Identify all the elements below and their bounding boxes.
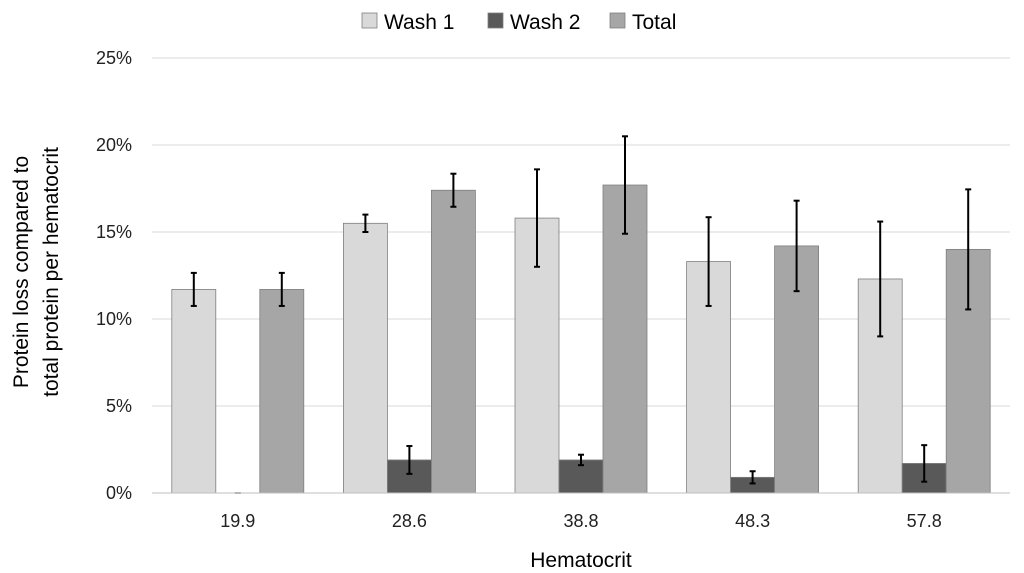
bar-wash-1 [171,289,217,494]
y-tick-labels: 0% 5% 10% 15% 20% 25% [96,48,132,503]
x-tick-label: 28.6 [392,511,427,531]
legend-swatch [361,12,378,29]
bar-wash-1 [342,222,388,494]
error-bar [534,168,540,268]
error-bar [406,445,413,475]
x-tick-label: 48.3 [735,511,770,531]
error-bar [578,453,584,467]
legend-swatch [609,12,626,29]
legend-item-wash-1: Wash 1 [361,11,454,34]
error-bar [705,216,712,307]
y-tick-label: 5% [106,396,132,416]
error-bar [362,213,369,233]
legend-label: Wash 2 [510,11,580,34]
error-bar [622,135,628,235]
y-tick-label: 10% [96,309,132,329]
error-bar [965,188,972,311]
error-bar [278,271,285,307]
y-axis-title: Protein loss compared to total protein p… [10,147,63,397]
error-bar [749,470,756,485]
bar-total [259,289,305,494]
bars [171,184,991,494]
legend: Wash 1 Wash 2 Total [361,11,676,34]
error-bars [190,135,972,485]
legend-label: Wash 1 [384,11,454,34]
error-bar [450,172,457,208]
y-tick-label: 15% [96,222,132,242]
error-bar [793,199,800,293]
x-tick-label: 38.8 [563,511,598,531]
y-axis-title-line-1: Protein loss compared to [10,156,33,388]
bar-total [430,189,476,494]
y-axis-title-line-2: total protein per hematocrit [40,147,63,397]
legend-label: Total [632,11,676,34]
x-tick-label: 57.8 [907,511,942,531]
legend-item-total: Total [609,11,676,34]
y-tick-label: 0% [106,483,132,503]
x-axis-title: Hematocrit [530,549,632,572]
error-bar [190,271,197,307]
x-tick-labels: 19.9 28.6 38.8 48.3 57.8 [220,511,941,531]
legend-swatch [487,12,504,29]
x-tick-label: 19.9 [220,511,255,531]
y-tick-label: 20% [96,135,132,155]
error-bar [877,220,884,338]
legend-item-wash-2: Wash 2 [487,11,580,34]
error-bar [921,444,928,483]
y-tick-label: 25% [96,48,132,68]
